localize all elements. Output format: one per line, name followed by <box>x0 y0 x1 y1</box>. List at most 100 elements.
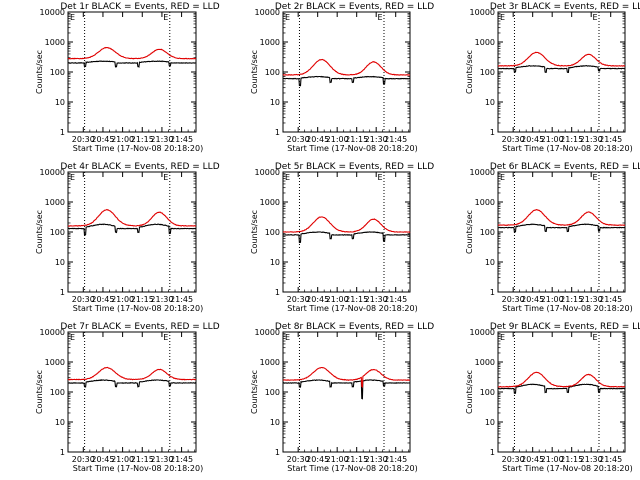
series-line-lld <box>497 371 626 388</box>
x-tick-label: 20:45 <box>306 295 329 304</box>
corner-mark-left: E <box>70 13 75 22</box>
series-line-lld <box>283 216 411 234</box>
x-axis-label: Start Time (17-Nov-08 20:18:20) <box>73 464 203 473</box>
series-line-lld <box>67 208 196 227</box>
y-tick-label: 10 <box>270 98 280 107</box>
x-tick-label: 20:30 <box>72 295 95 304</box>
y-tick-label: 10000 <box>255 8 280 17</box>
x-tick-label: 20:45 <box>521 135 544 144</box>
x-tick-label: 21:00 <box>326 135 349 144</box>
y-tick-label: 100 <box>480 388 495 397</box>
corner-mark-right: E <box>377 173 382 182</box>
y-tick-label: 10 <box>485 258 495 267</box>
y-tick-label: 1000 <box>260 358 280 367</box>
x-tick-label: 21:15 <box>131 455 154 464</box>
x-tick-label: 21:45 <box>599 295 622 304</box>
x-tick-label: 20:45 <box>91 455 114 464</box>
corner-mark-left: E <box>500 173 505 182</box>
y-tick-label: 10000 <box>470 328 495 337</box>
x-tick-label: 21:45 <box>599 135 622 144</box>
corner-mark-left: E <box>285 13 290 22</box>
y-tick-label: 1000 <box>45 358 65 367</box>
x-tick-label: 21:15 <box>345 455 368 464</box>
x-axis-label: Start Time (17-Nov-08 20:18:20) <box>73 304 203 313</box>
y-tick-label: 100 <box>50 228 65 237</box>
y-tick-label: 10000 <box>470 8 495 17</box>
y-tick-label: 1000 <box>475 38 495 47</box>
series-line-events <box>67 379 197 388</box>
series-line-events <box>67 223 197 236</box>
corner-mark-right: E <box>592 13 597 22</box>
x-axis-label: Start Time (17-Nov-08 20:18:20) <box>502 304 632 313</box>
corner-mark-right: E <box>163 333 168 342</box>
y-tick-label: 1000 <box>260 38 280 47</box>
x-tick-label: 20:45 <box>521 295 544 304</box>
y-tick-label: 1 <box>490 128 495 137</box>
y-axis-label: Counts/sec <box>465 370 474 414</box>
y-tick-label: 10 <box>55 418 65 427</box>
y-tick-label: 1 <box>275 448 280 457</box>
x-tick-label: 21:45 <box>170 295 193 304</box>
x-tick-label: 21:45 <box>170 135 193 144</box>
x-tick-label: 21:00 <box>541 455 564 464</box>
series-line-events <box>282 75 410 87</box>
corner-mark-right: E <box>377 333 382 342</box>
chart-title: Det 9r BLACK = Events, RED = LLD <box>490 322 640 332</box>
series-line-lld <box>282 58 411 76</box>
plot-frame <box>67 11 197 133</box>
corner-mark-right: E <box>592 173 597 182</box>
corner-mark-left: E <box>500 13 505 22</box>
x-tick-label: 20:30 <box>287 135 310 144</box>
series-line-events <box>497 383 625 394</box>
x-tick-label: 21:30 <box>365 295 388 304</box>
chart-title: Det 2r BLACK = Events, RED = LLD <box>275 2 434 12</box>
y-tick-label: 1 <box>275 288 280 297</box>
corner-mark-right: E <box>377 13 382 22</box>
series-line-events <box>497 223 626 233</box>
y-tick-label: 100 <box>50 388 65 397</box>
plot-frame <box>67 331 197 453</box>
x-tick-label: 21:15 <box>131 295 154 304</box>
x-tick-label: 20:30 <box>287 295 310 304</box>
y-tick-label: 1 <box>490 288 495 297</box>
y-tick-label: 1 <box>60 128 65 137</box>
y-tick-label: 10 <box>55 258 65 267</box>
plot-frame <box>282 331 411 453</box>
y-axis-label: Counts/sec <box>250 210 259 254</box>
corner-mark-right: E <box>163 173 168 182</box>
y-tick-label: 10 <box>485 98 495 107</box>
x-tick-label: 20:30 <box>72 135 95 144</box>
x-axis-label: Start Time (17-Nov-08 20:18:20) <box>502 144 632 153</box>
chart-title: Det 3r BLACK = Events, RED = LLD <box>490 2 640 12</box>
x-tick-label: 21:15 <box>345 295 368 304</box>
x-tick-label: 21:30 <box>365 455 388 464</box>
x-tick-label: 20:45 <box>91 295 114 304</box>
series-line-lld <box>67 366 197 381</box>
y-axis-label: Counts/sec <box>250 370 259 414</box>
series-line-events <box>67 60 197 68</box>
x-tick-label: 21:30 <box>580 295 603 304</box>
x-tick-label: 21:00 <box>541 135 564 144</box>
x-axis-label: Start Time (17-Nov-08 20:18:20) <box>287 464 417 473</box>
series-line-events <box>282 379 411 400</box>
x-tick-label: 21:45 <box>384 135 407 144</box>
series-line-lld <box>282 366 411 388</box>
y-axis-label: Counts/sec <box>465 50 474 94</box>
y-tick-label: 10000 <box>40 328 65 337</box>
chart-title: Det 4r BLACK = Events, RED = LLD <box>60 162 219 172</box>
x-axis-label: Start Time (17-Nov-08 20:18:20) <box>287 304 417 313</box>
x-axis-label: Start Time (17-Nov-08 20:18:20) <box>502 464 632 473</box>
y-tick-label: 1 <box>275 128 280 137</box>
x-tick-label: 21:30 <box>150 455 173 464</box>
y-tick-label: 100 <box>265 228 280 237</box>
y-tick-label: 10 <box>485 418 495 427</box>
x-tick-label: 21:30 <box>580 135 603 144</box>
x-tick-label: 20:45 <box>306 135 329 144</box>
